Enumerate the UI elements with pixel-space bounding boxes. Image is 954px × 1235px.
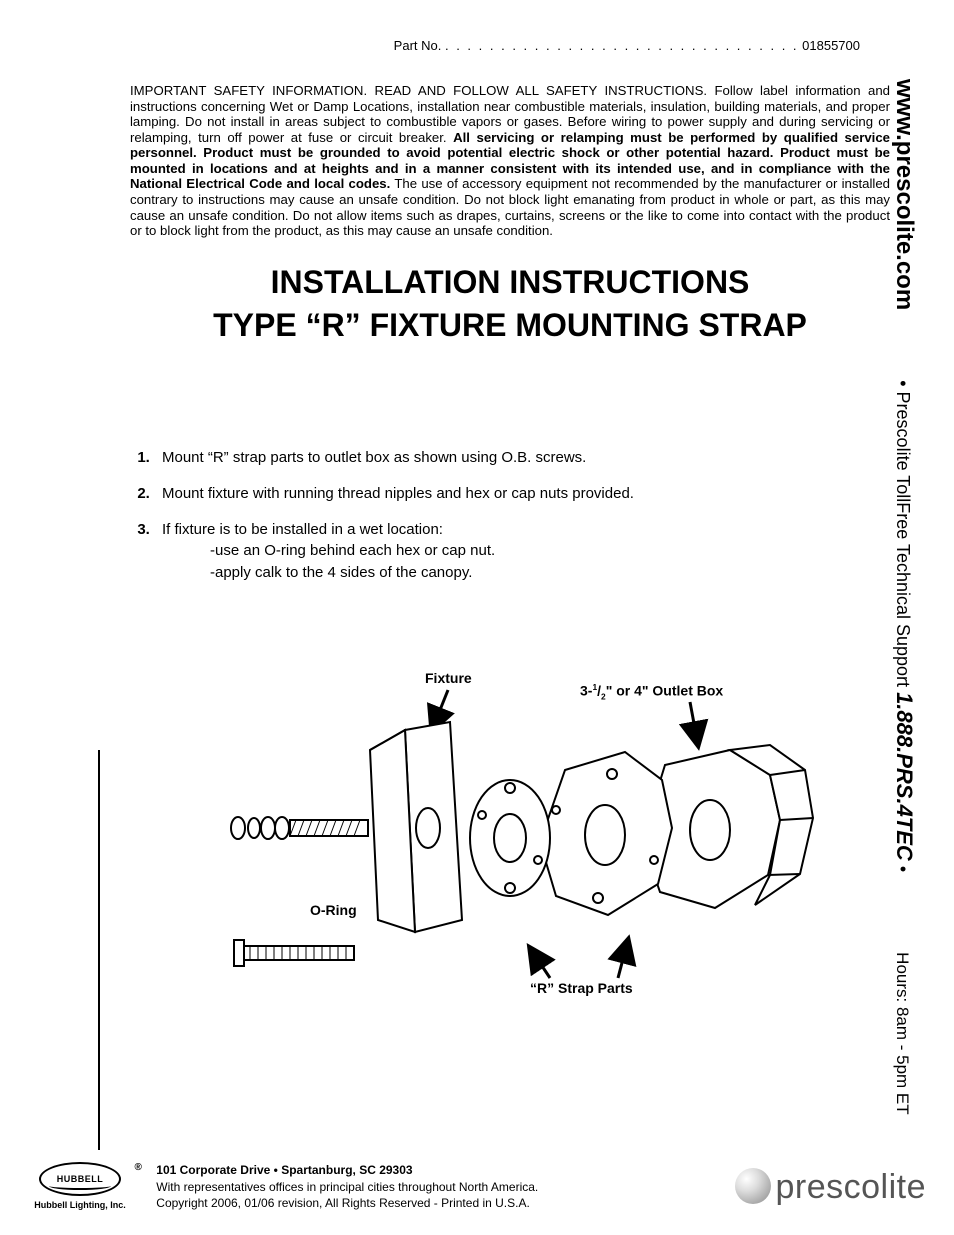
prescolite-text: prescolite (775, 1168, 926, 1206)
diagram-svg (210, 670, 820, 1030)
assembly-diagram: Fixture 3-1/2" or 4" Outlet Box O-Ring “… (210, 670, 820, 1030)
label-outlet-box: 3-1/2" or 4" Outlet Box (580, 682, 723, 701)
title-line1: INSTALLATION INSTRUCTIONS (271, 264, 750, 300)
part-dots: . . . . . . . . . . . . . . . . . . . . … (445, 38, 799, 53)
label-fixture: Fixture (425, 670, 472, 686)
hubbell-oval-icon: HUBBELL (39, 1162, 121, 1196)
instruction-steps: Mount “R” strap parts to outlet box as s… (130, 447, 890, 584)
step-3a: -use an O-ring behind each hex or cap nu… (162, 540, 890, 562)
left-vertical-rule (98, 750, 100, 1150)
step-1: Mount “R” strap parts to outlet box as s… (154, 447, 890, 469)
footer-reps: With representatives offices in principa… (156, 1179, 538, 1195)
step-2: Mount fixture with running thread nipple… (154, 483, 890, 505)
bullet-sep: • (893, 866, 913, 872)
step-3b: -apply calk to the 4 sides of the canopy… (162, 562, 890, 584)
sphere-icon (735, 1168, 771, 1204)
bullet-sep: • (893, 380, 913, 386)
support-phone: 1.888.PRS.4TEC (892, 692, 917, 861)
footer-copyright: Copyright 2006, 01/06 revision, All Righ… (156, 1195, 538, 1211)
part-number-line: Part No. . . . . . . . . . . . . . . . .… (130, 38, 890, 53)
hubbell-caption: Hubbell Lighting, Inc. (30, 1200, 130, 1210)
support-label: Prescolite TollFree Technical Support (893, 392, 913, 688)
support-hours: Hours: 8am - 5pm ET (893, 952, 912, 1115)
hubbell-logo: HUBBELL Hubbell Lighting, Inc. (30, 1162, 130, 1210)
registered-mark: ® (134, 1162, 141, 1173)
safety-paragraph: IMPORTANT SAFETY INFORMATION. READ AND F… (130, 83, 890, 239)
step-3: If fixture is to be installed in a wet l… (154, 519, 890, 584)
part-number: 01855700 (802, 38, 860, 53)
safety-lead: IMPORTANT SAFETY INFORMATION. READ AND F… (130, 83, 707, 98)
label-o-ring: O-Ring (310, 902, 357, 918)
prescolite-logo: prescolite (735, 1168, 926, 1207)
right-contact-column: www.prescolite.com • Prescolite TollFree… (890, 79, 918, 1179)
main-content: Part No. . . . . . . . . . . . . . . . .… (130, 30, 890, 598)
part-label: Part No. (394, 38, 442, 53)
website-url: www.prescolite.com (891, 79, 918, 310)
footer-address: 101 Corporate Drive • Spartanburg, SC 29… (156, 1162, 538, 1178)
label-strap: “R” Strap Parts (530, 980, 633, 996)
footer-text: 101 Corporate Drive • Spartanburg, SC 29… (156, 1162, 538, 1211)
title-line2: TYPE “R” FIXTURE MOUNTING STRAP (213, 307, 807, 343)
page-title: INSTALLATION INSTRUCTIONS TYPE “R” FIXTU… (130, 261, 890, 347)
